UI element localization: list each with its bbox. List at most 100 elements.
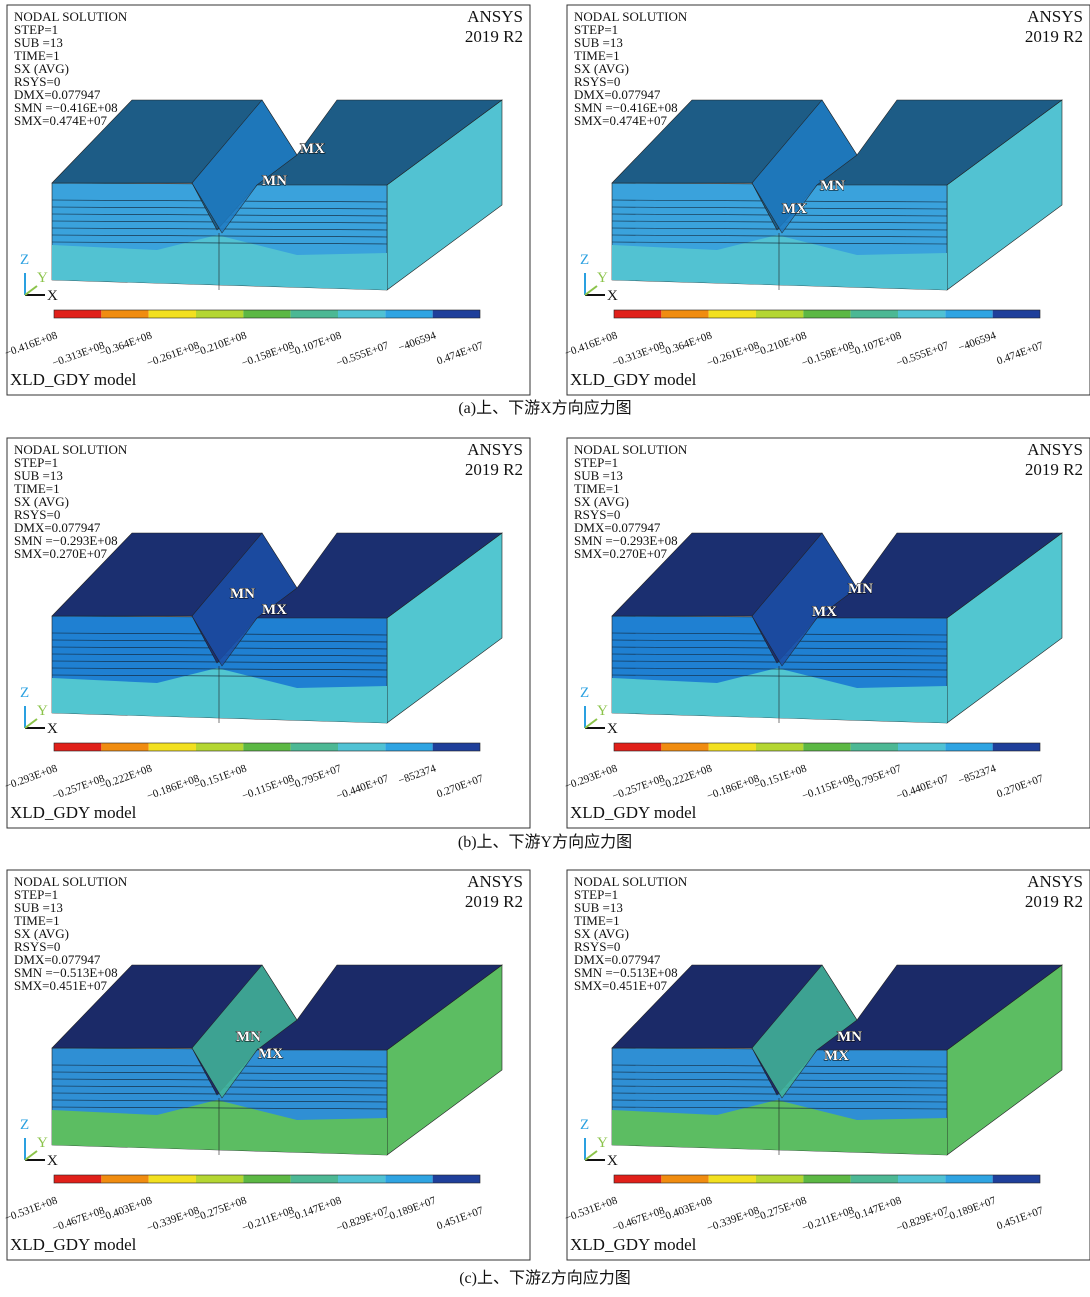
colorbar-segment <box>196 1175 243 1183</box>
colorbar-segment <box>196 743 243 751</box>
colorbar-segment <box>338 1175 385 1183</box>
marker-label: MX <box>300 141 325 157</box>
axis-label: Y <box>597 703 608 719</box>
colorbar-segment <box>993 743 1040 751</box>
colorbar-segment <box>433 743 480 751</box>
colorbar-segment <box>661 310 708 318</box>
colorbar-segment <box>803 743 850 751</box>
marker-label: MX <box>782 201 807 217</box>
colorbar-segment <box>338 743 385 751</box>
axis-label: Z <box>20 252 29 268</box>
colorbar-segment <box>433 310 480 318</box>
colorbar-segment <box>338 310 385 318</box>
colorbar-segment <box>661 743 708 751</box>
marker-label: MX <box>824 1048 849 1064</box>
axis-label: Z <box>20 685 29 701</box>
colorbar-segment <box>196 310 243 318</box>
info-line: SMX=0.270E+07 <box>14 546 108 561</box>
colorbar-segment <box>243 310 290 318</box>
colorbar-segment <box>385 1175 432 1183</box>
colorbar-segment <box>661 1175 708 1183</box>
colorbar-segment <box>614 743 661 751</box>
axis-label: X <box>47 721 58 737</box>
brand: ANSYS <box>1027 7 1083 26</box>
info-line: SMX=0.451E+07 <box>14 978 108 993</box>
colorbar-segment <box>993 1175 1040 1183</box>
colorbar-segment <box>291 743 338 751</box>
colorbar-segment <box>709 310 756 318</box>
colorbar-segment <box>851 1175 898 1183</box>
colorbar-segment <box>851 743 898 751</box>
colorbar-segment <box>851 310 898 318</box>
model-name: XLD_GDY model <box>10 370 137 389</box>
axis-label: Y <box>37 703 48 719</box>
axis-label: X <box>607 288 618 304</box>
colorbar-segment <box>614 310 661 318</box>
brand: 2019 R2 <box>1025 892 1083 911</box>
colorbar-segment <box>54 310 101 318</box>
colorbar-segment <box>803 1175 850 1183</box>
colorbar-segment <box>756 1175 803 1183</box>
colorbar-segment <box>101 743 148 751</box>
marker-label: MN <box>262 173 287 189</box>
axis-label: X <box>607 721 618 737</box>
colorbar-segment <box>54 743 101 751</box>
brand: 2019 R2 <box>465 460 523 479</box>
marker-label: MX <box>262 602 287 618</box>
colorbar-segment <box>614 1175 661 1183</box>
marker-label: MN <box>230 586 255 602</box>
axis-label: Y <box>597 270 608 286</box>
info-line: SMX=0.474E+07 <box>574 113 668 128</box>
info-line: SMX=0.270E+07 <box>574 546 668 561</box>
model-name: XLD_GDY model <box>10 803 137 822</box>
axis-label: Z <box>20 1117 29 1133</box>
marker-label: MN <box>820 178 845 194</box>
axis-label: Z <box>580 1117 589 1133</box>
brand: ANSYS <box>1027 872 1083 891</box>
brand: 2019 R2 <box>1025 460 1083 479</box>
marker-label: MN <box>837 1029 862 1045</box>
colorbar-segment <box>291 1175 338 1183</box>
caption: (c)上、下游Z方向应力图 <box>459 1268 631 1287</box>
colorbar-segment <box>243 743 290 751</box>
axis-label: Y <box>37 1135 48 1151</box>
brand: 2019 R2 <box>465 892 523 911</box>
figure: NODAL SOLUTIONSTEP=1SUB =13TIME=1SX (AVG… <box>0 0 1090 1297</box>
colorbar-segment <box>149 743 196 751</box>
axis-label: Y <box>37 270 48 286</box>
panel: NODAL SOLUTIONSTEP=1SUB =13TIME=1SX (AVG… <box>563 438 1090 828</box>
colorbar-segment <box>54 1175 101 1183</box>
colorbar-segment <box>385 743 432 751</box>
caption: (a)上、下游X方向应力图 <box>458 398 631 417</box>
colorbar-segment <box>898 310 945 318</box>
colorbar-segment <box>385 310 432 318</box>
colorbar-segment <box>945 1175 992 1183</box>
brand: ANSYS <box>467 7 523 26</box>
brand: ANSYS <box>467 440 523 459</box>
axis-label: Z <box>580 685 589 701</box>
marker-label: MX <box>812 604 837 620</box>
info-line: SMX=0.474E+07 <box>14 113 108 128</box>
colorbar-segment <box>243 1175 290 1183</box>
model-name: XLD_GDY model <box>570 370 697 389</box>
axis-label: X <box>47 1153 58 1169</box>
colorbar-segment <box>993 310 1040 318</box>
model-name: XLD_GDY model <box>570 1235 697 1254</box>
caption: (b)上、下游Y方向应力图 <box>458 832 632 851</box>
axis-label: Z <box>580 252 589 268</box>
colorbar-segment <box>101 310 148 318</box>
colorbar-segment <box>898 743 945 751</box>
brand: 2019 R2 <box>465 27 523 46</box>
axis-label: X <box>607 1153 618 1169</box>
marker-label: MX <box>258 1046 283 1062</box>
marker-label: MN <box>236 1029 261 1045</box>
colorbar-segment <box>756 310 803 318</box>
colorbar-segment <box>709 743 756 751</box>
colorbar-segment <box>291 310 338 318</box>
brand: ANSYS <box>1027 440 1083 459</box>
axis-label: X <box>47 288 58 304</box>
